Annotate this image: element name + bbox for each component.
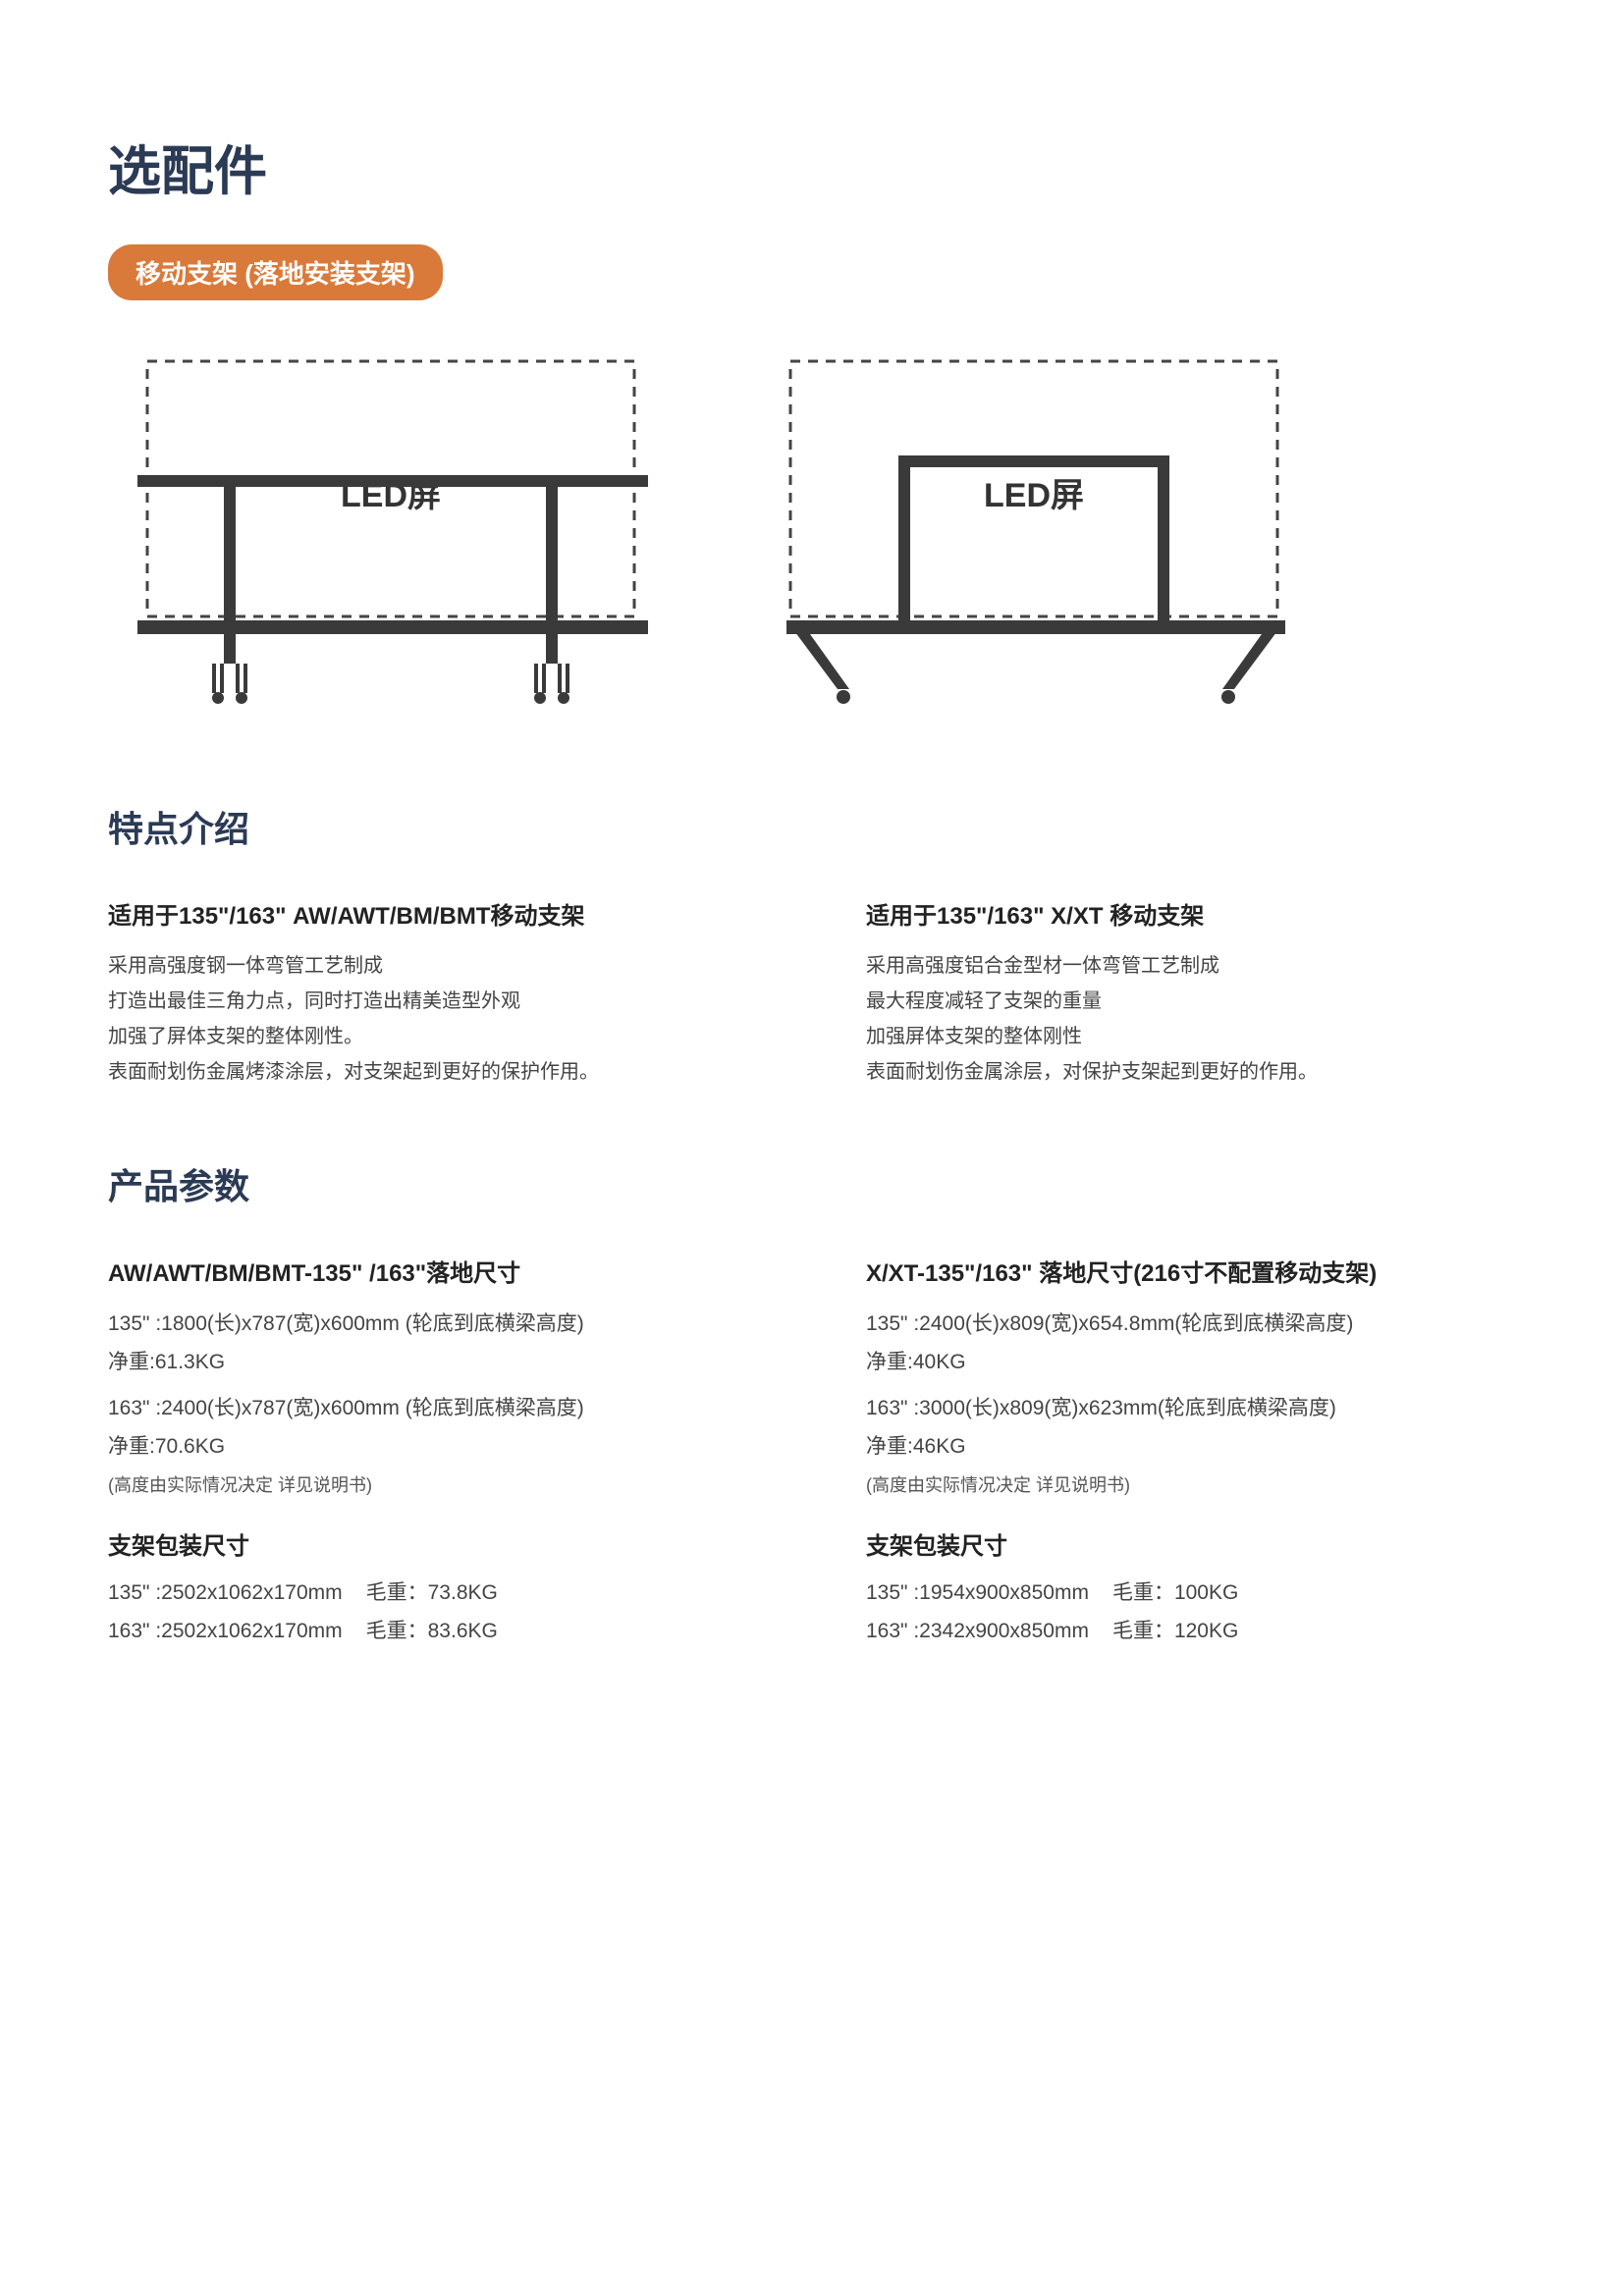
features-left-line: 采用高强度钢一体弯管工艺制成	[108, 948, 758, 984]
features-right-line: 最大程度减轻了支架的重量	[866, 984, 1516, 1019]
pack-weight: 毛重：73.8KG	[366, 1575, 498, 1613]
params-columns: AW/AWT/BM/BMT-135" /163"落地尺寸 135" :1800(…	[108, 1254, 1516, 1651]
pack-heading-left: 支架包装尺寸	[108, 1526, 758, 1561]
features-right-title: 适用于135"/163" X/XT 移动支架	[866, 896, 1516, 931]
params-heading: 产品参数	[108, 1158, 1516, 1209]
features-left: 适用于135"/163" AW/AWT/BM/BMT移动支架 采用高强度钢一体弯…	[108, 896, 758, 1090]
features-left-line: 加强了屏体支架的整体刚性。	[108, 1019, 758, 1054]
pack-weight: 毛重：120KG	[1112, 1613, 1238, 1651]
spec-line: 净重:70.6KG	[108, 1428, 758, 1467]
features-left-title: 适用于135"/163" AW/AWT/BM/BMT移动支架	[108, 896, 758, 931]
features-right-line: 加强屏体支架的整体刚性	[866, 1019, 1516, 1054]
pack-weight: 毛重：83.6KG	[366, 1613, 498, 1651]
features-heading: 特点介绍	[108, 801, 1516, 852]
pack-dim: 135" :2502x1062x170mm	[108, 1575, 343, 1613]
diagram-xxt-stand: LED屏	[781, 359, 1291, 722]
led-label-right: LED屏	[984, 477, 1084, 514]
spec-line: 135" :1800(长)x787(宽)x600mm (轮底到底横梁高度)	[108, 1306, 758, 1344]
diagram-aw-stand: LED屏	[137, 359, 648, 722]
pack-dim: 163" :2502x1062x170mm	[108, 1613, 343, 1651]
section-badge: 移动支架 (落地安装支架)	[108, 244, 443, 300]
pack-dim: 163" :2342x900x850mm	[866, 1613, 1089, 1651]
features-right-line: 采用高强度铝合金型材一体弯管工艺制成	[866, 948, 1516, 984]
pack-dim: 135" :1954x900x850mm	[866, 1575, 1089, 1613]
diagrams-row: LED屏 LED屏	[108, 359, 1516, 722]
spec-line: 163" :2400(长)x787(宽)x600mm (轮底到底横梁高度)	[108, 1390, 758, 1428]
params-right-title: X/XT-135"/163" 落地尺寸(216寸不配置移动支架)	[866, 1254, 1516, 1288]
params-left: AW/AWT/BM/BMT-135" /163"落地尺寸 135" :1800(…	[108, 1254, 758, 1651]
params-left-title: AW/AWT/BM/BMT-135" /163"落地尺寸	[108, 1254, 758, 1288]
spec-line: 净重:61.3KG	[108, 1344, 758, 1382]
features-left-line: 打造出最佳三角力点，同时打造出精美造型外观	[108, 984, 758, 1019]
spec-line: 净重:46KG	[866, 1428, 1516, 1467]
note-line: (高度由实际情况决定 详见说明书)	[866, 1471, 1516, 1497]
pack-row: 163" :2502x1062x170mm 毛重：83.6KG	[108, 1613, 758, 1651]
features-right-line: 表面耐划伤金属涂层，对保护支架起到更好的作用。	[866, 1054, 1516, 1090]
pack-row: 135" :1954x900x850mm 毛重：100KG	[866, 1575, 1516, 1613]
pack-weight: 毛重：100KG	[1112, 1575, 1238, 1613]
spec-line: 135" :2400(长)x809(宽)x654.8mm(轮底到底横梁高度)	[866, 1306, 1516, 1344]
params-right: X/XT-135"/163" 落地尺寸(216寸不配置移动支架) 135" :2…	[866, 1254, 1516, 1651]
pack-heading-right: 支架包装尺寸	[866, 1526, 1516, 1561]
pack-row: 163" :2342x900x850mm 毛重：120KG	[866, 1613, 1516, 1651]
spec-line: 净重:40KG	[866, 1344, 1516, 1382]
page-title: 选配件	[108, 128, 1516, 205]
features-right: 适用于135"/163" X/XT 移动支架 采用高强度铝合金型材一体弯管工艺制…	[866, 896, 1516, 1090]
features-columns: 适用于135"/163" AW/AWT/BM/BMT移动支架 采用高强度钢一体弯…	[108, 896, 1516, 1090]
note-line: (高度由实际情况决定 详见说明书)	[108, 1471, 758, 1497]
spec-line: 163" :3000(长)x809(宽)x623mm(轮底到底横梁高度)	[866, 1390, 1516, 1428]
features-left-line: 表面耐划伤金属烤漆涂层，对支架起到更好的保护作用。	[108, 1054, 758, 1090]
pack-row: 135" :2502x1062x170mm 毛重：73.8KG	[108, 1575, 758, 1613]
